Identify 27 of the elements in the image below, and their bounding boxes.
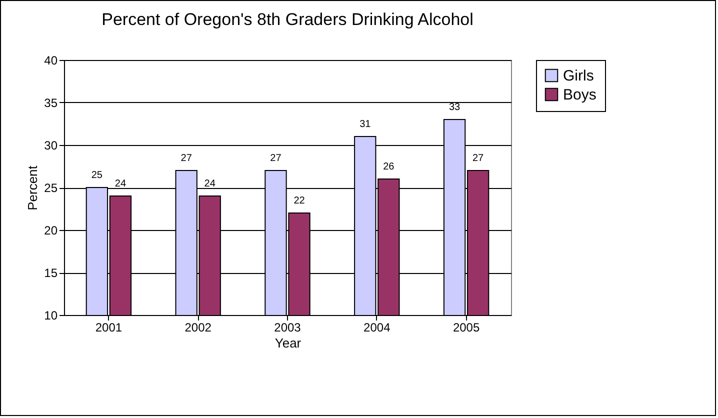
x-tick-label: 2002 [184, 320, 212, 334]
data-label: 22 [294, 196, 306, 207]
data-label: 26 [383, 162, 395, 173]
chart-title: Percent of Oregon's 8th Graders Drinking Alcohol [102, 10, 474, 29]
data-label: 27 [270, 153, 282, 164]
x-tick-label: 2003 [274, 320, 302, 334]
y-axis-title: Percent [25, 165, 40, 210]
data-label: 27 [180, 153, 192, 164]
y-tick-label: 25 [44, 181, 58, 195]
data-label: 33 [448, 102, 461, 114]
legend-label: Boys [563, 86, 596, 104]
data-label: 27 [472, 153, 484, 164]
data-label: 25 [91, 170, 103, 182]
y-tick-label: 40 [44, 54, 58, 68]
y-tick-label: 15 [44, 266, 58, 280]
data-label: 24 [204, 178, 216, 190]
legend-label: Girls [563, 68, 594, 84]
data-label: 24 [114, 178, 126, 190]
y-tick-label: 35 [44, 96, 58, 110]
y-tick-label: 30 [44, 138, 58, 152]
x-tick-label: 2004 [364, 320, 391, 334]
x-tick-label: 2005 [452, 320, 480, 334]
y-tick-label: 10 [44, 308, 58, 322]
y-tick-label: 20 [44, 224, 58, 238]
x-axis-title: Year [274, 336, 302, 350]
x-tick-label: 2001 [95, 320, 122, 334]
data-label: 31 [360, 119, 372, 130]
